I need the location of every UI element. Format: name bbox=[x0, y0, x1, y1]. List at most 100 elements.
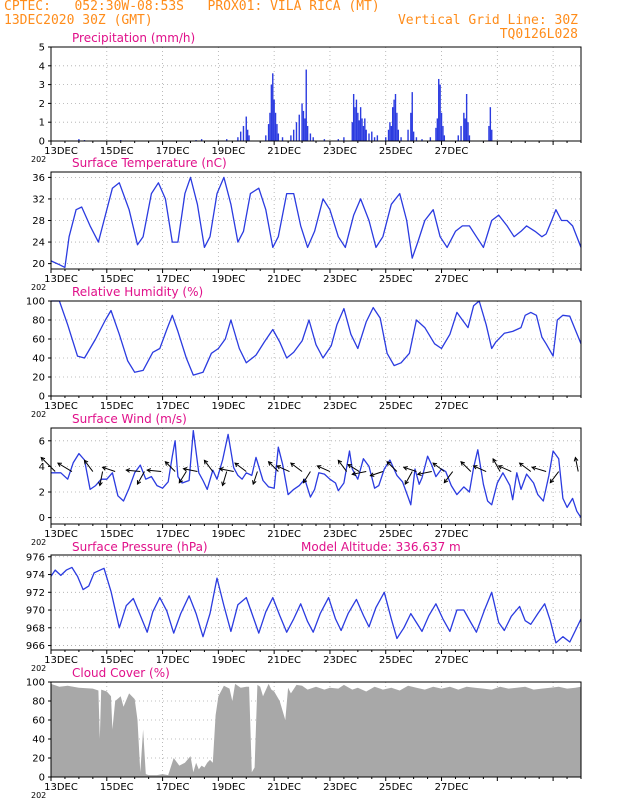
y-tick-label: 40 bbox=[32, 354, 45, 365]
x-tick-label: 19DEC bbox=[212, 146, 246, 157]
wind-arrow-shaft bbox=[443, 471, 454, 484]
y-tick-label: 970 bbox=[26, 606, 45, 617]
x-tick-label: 17DEC bbox=[156, 274, 190, 285]
wind-arrow-shaft bbox=[531, 466, 547, 472]
wind-arrow-head bbox=[402, 466, 408, 471]
wind-arrow-shaft bbox=[404, 471, 413, 485]
wind-arrow-head bbox=[40, 456, 46, 462]
x-tick-label: 25DEC bbox=[379, 655, 413, 666]
y-tick-label: 974 bbox=[26, 570, 45, 581]
wind-arrow-shaft bbox=[347, 464, 360, 472]
y-tick-label: 80 bbox=[32, 697, 45, 708]
y-tick-label: 20 bbox=[32, 754, 45, 765]
wind-arrow-shaft bbox=[147, 469, 162, 473]
wind-arrow-shaft bbox=[302, 471, 311, 483]
x-tick-label: 19DEC bbox=[212, 274, 246, 285]
precip-bar bbox=[242, 125, 245, 141]
y-tick-label: 5 bbox=[39, 43, 45, 54]
precip-bar bbox=[464, 118, 466, 141]
y-tick-label: 0 bbox=[39, 773, 45, 784]
temp-series-line bbox=[50, 176, 582, 269]
precip-bar bbox=[491, 129, 493, 141]
x-tick-label: 13DEC bbox=[44, 146, 78, 157]
precip-bar bbox=[365, 129, 367, 141]
x-tick-label: 15DEC bbox=[100, 782, 134, 793]
precip-bar bbox=[226, 139, 228, 141]
precip-bar bbox=[465, 94, 468, 141]
precip-bar bbox=[362, 125, 365, 141]
wind-arrow-shaft bbox=[222, 471, 228, 486]
x-tick-label: 25DEC bbox=[379, 274, 413, 285]
wind-arrow-shaft bbox=[432, 462, 445, 472]
wind-arrow-shaft bbox=[460, 461, 472, 472]
x-tick-label: 21DEC bbox=[267, 529, 301, 540]
wind-arrow-shaft bbox=[252, 471, 258, 485]
x-edge-label: 202 bbox=[31, 664, 46, 673]
cloud-panel: 0 20 40 60 80 100 13DEC 15DEC 17DEC 19DEC 21DEC 23D… bbox=[26, 666, 582, 800]
precip-bar bbox=[393, 99, 395, 141]
pressure-frame bbox=[50, 554, 582, 651]
rh-series-line bbox=[51, 300, 582, 376]
precip-bar bbox=[357, 112, 359, 141]
pressure-series-line bbox=[50, 566, 582, 644]
y-tick-label: 28 bbox=[32, 216, 45, 227]
x-tick-label: 21DEC bbox=[267, 655, 301, 666]
x-tick-label: 13DEC bbox=[44, 401, 78, 412]
precip-bar bbox=[305, 69, 307, 141]
x-tick-label: 25DEC bbox=[379, 401, 413, 412]
wind-arrow-head bbox=[125, 468, 131, 473]
rh-frame bbox=[50, 300, 582, 397]
precip-bar bbox=[354, 107, 356, 141]
wind-arrow-head bbox=[369, 472, 375, 477]
precip-bar bbox=[411, 92, 413, 141]
wind-arrow-shaft bbox=[219, 468, 234, 473]
wind-arrow-head bbox=[57, 462, 62, 467]
precip-bar bbox=[442, 125, 444, 141]
precip-bar bbox=[245, 116, 247, 141]
precip-bar bbox=[309, 133, 312, 141]
x-tick-label: 17DEC bbox=[156, 529, 190, 540]
wind-arrow-head bbox=[178, 478, 184, 484]
precip-bar bbox=[290, 135, 292, 141]
x-tick-label: 15DEC bbox=[100, 655, 134, 666]
wind-arrow-head bbox=[316, 465, 322, 470]
precip-bar bbox=[463, 112, 465, 141]
wind-arrow-shaft bbox=[519, 462, 532, 472]
x-edge-label: 202 bbox=[31, 791, 46, 800]
precip-panel: 0 1 2 3 4 5 13DEC 15DEC 17DEC 19DEC 21DEC 23DEC 25DE… bbox=[31, 31, 582, 164]
x-tick-label: 27DEC bbox=[435, 529, 469, 540]
wind-arrow-shaft bbox=[268, 461, 279, 472]
wind-arrow-shaft bbox=[164, 461, 176, 472]
wind-arrow-head bbox=[531, 466, 537, 471]
cloud-title: Cloud Cover (%) bbox=[72, 666, 170, 680]
wind-panel: 0 2 4 6 13DEC 15DEC 17DEC 19DEC 21DEC 23DEC 25DEC 2… bbox=[31, 412, 582, 547]
precip-bar bbox=[468, 135, 471, 141]
precip-bar bbox=[246, 129, 249, 141]
precip-bar bbox=[301, 103, 303, 141]
precip-bar bbox=[270, 84, 273, 141]
precip-bar bbox=[371, 131, 373, 141]
y-tick-label: 2 bbox=[39, 488, 45, 499]
x-tick-label: 21DEC bbox=[267, 401, 301, 412]
precip-bar bbox=[385, 137, 387, 141]
y-tick-label: 20 bbox=[32, 373, 45, 384]
x-tick-label: 23DEC bbox=[323, 146, 357, 157]
wind-arrow-head bbox=[472, 465, 478, 470]
precip-bar bbox=[390, 125, 393, 141]
x-tick-label: 23DEC bbox=[323, 529, 357, 540]
x-tick-label: 27DEC bbox=[435, 655, 469, 666]
wind-series-line bbox=[51, 429, 582, 518]
precip-bar bbox=[355, 99, 358, 141]
x-tick-label: 17DEC bbox=[156, 401, 190, 412]
x-tick-label: 13DEC bbox=[44, 274, 78, 285]
wind-arrow-shaft bbox=[40, 457, 56, 472]
wind-arrow-head bbox=[164, 460, 170, 466]
precip-bar bbox=[312, 137, 314, 141]
y-tick-label: 976 bbox=[26, 552, 45, 563]
wind-arrow-shaft bbox=[178, 471, 187, 483]
wind-arrow-head bbox=[98, 481, 103, 487]
x-edge-label: 202 bbox=[31, 538, 46, 547]
wind-arrow-head bbox=[404, 480, 409, 486]
precip-bar bbox=[361, 118, 363, 141]
wind-arrow-shaft bbox=[57, 462, 73, 472]
